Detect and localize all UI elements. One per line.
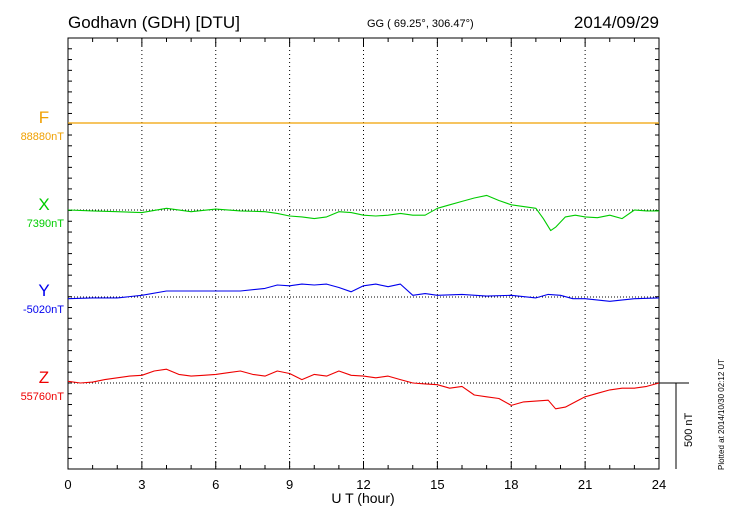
plotted-timestamp: Plotted at 2014/10/30 02:12 UT (717, 359, 726, 470)
scale-bar-label: 500 nT (683, 412, 695, 447)
x-ticks: 0 3 6 9 12 15 18 21 24 (64, 37, 666, 492)
x-tick-label: 6 (212, 477, 219, 492)
series-name-F: F (39, 108, 49, 127)
x-tick-label: 12 (356, 477, 370, 492)
x-tick-label: 24 (652, 477, 666, 492)
series-line-Z (67, 368, 660, 410)
station-title: Godhavn (GDH) [DTU] (68, 13, 240, 32)
series-lines (67, 122, 660, 410)
series-line-Y (67, 283, 660, 302)
series-name-Z: Z (39, 368, 49, 387)
x-tick-label: 9 (286, 477, 293, 492)
date: 2014/09/29 (574, 13, 659, 32)
grid (141, 38, 586, 469)
x-tick-label: 0 (64, 477, 71, 492)
x-tick-label: 21 (578, 477, 592, 492)
coordinates: GG ( 69.25°, 306.47°) (367, 18, 474, 30)
x-axis-label: U T (hour) (331, 490, 394, 506)
series-line-X (67, 194, 659, 232)
series-baseline-X: 7390nT (27, 218, 65, 230)
series-name-Y: Y (38, 281, 49, 300)
series-baseline-Y: -5020nT (23, 304, 64, 316)
series-name-X: X (38, 195, 49, 214)
series-baseline-Z: 55760nT (21, 391, 65, 403)
x-tick-label: 18 (504, 477, 518, 492)
x-tick-label: 15 (430, 477, 444, 492)
scale-bar: 500 nT (659, 382, 695, 469)
series-baseline-F: 88880nT (21, 131, 65, 143)
series-labels: F 88880nT X 7390nT Y -5020nT Z 55760nT (21, 108, 65, 403)
x-tick-label: 3 (138, 477, 145, 492)
